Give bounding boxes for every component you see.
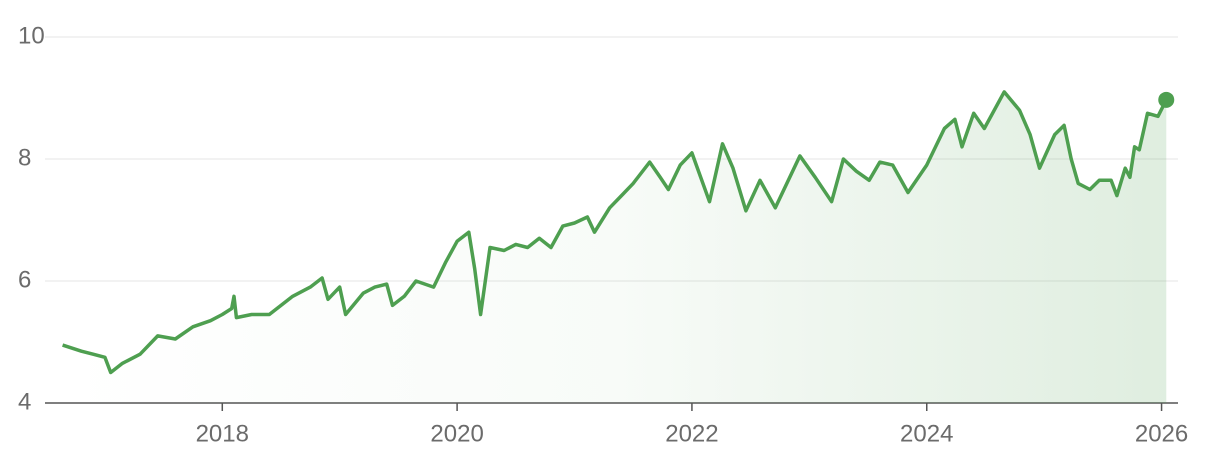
line — [62, 90, 1168, 375]
y-tick-label: 4 — [18, 388, 31, 415]
area — [62, 91, 1167, 404]
x-tick-label: 2026 — [1135, 420, 1188, 447]
y-tick-label: 6 — [18, 266, 31, 293]
x-tick-label: 2018 — [196, 420, 249, 447]
end-point — [1158, 91, 1175, 108]
x-tick-label: 2020 — [430, 420, 483, 447]
y-tick-label: 8 — [18, 144, 31, 171]
y-tick-label: 10 — [18, 22, 45, 49]
x-tick-label: 2024 — [900, 420, 953, 447]
x-tick-label: 2022 — [665, 420, 718, 447]
